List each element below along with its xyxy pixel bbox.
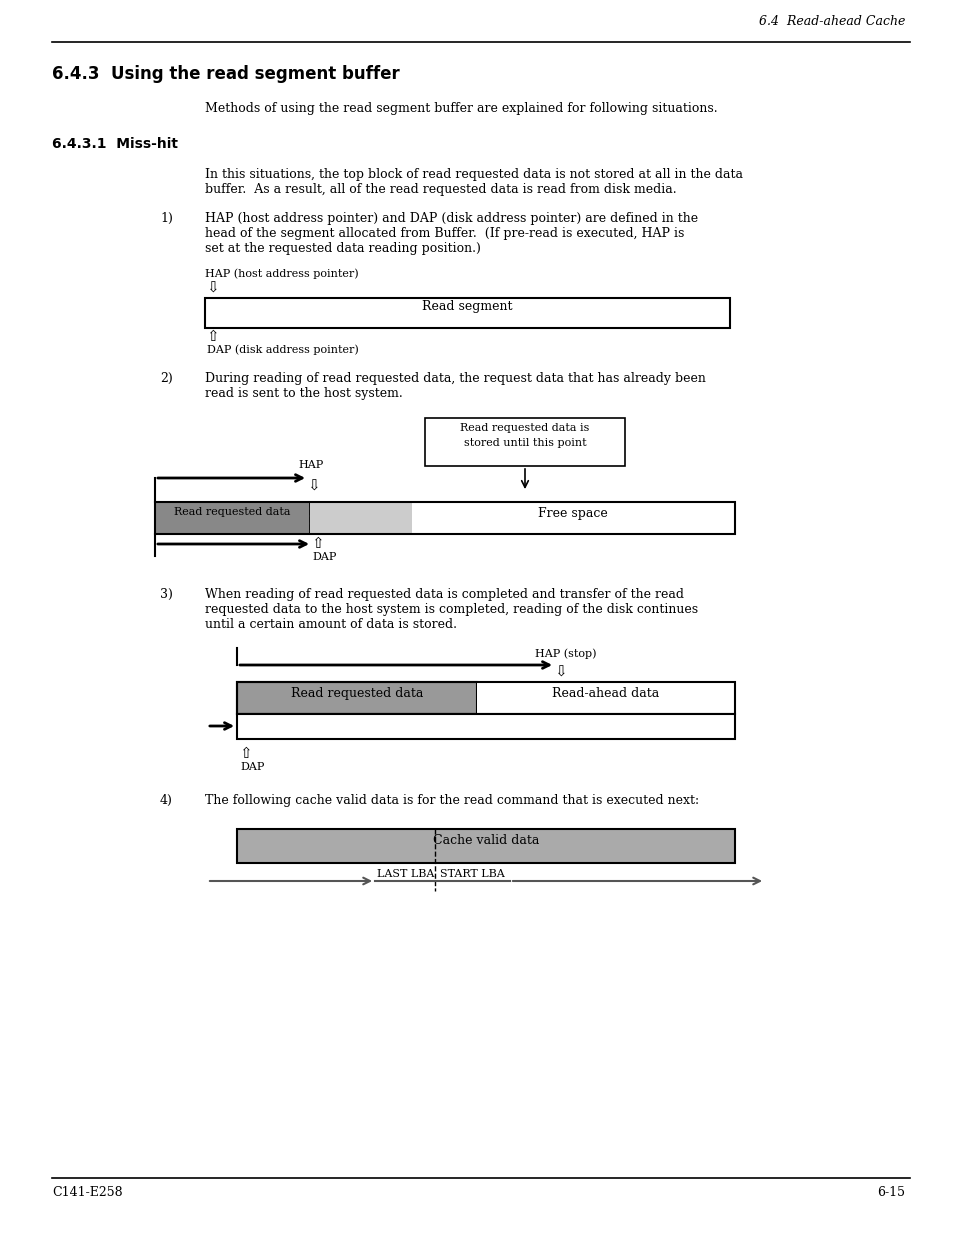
Text: ⇧: ⇧ [240, 747, 253, 761]
Bar [476, 682, 734, 714]
Text: 1): 1) [160, 212, 172, 225]
Text: 2): 2) [160, 372, 172, 385]
Bar [154, 501, 310, 534]
Text: HAP: HAP [297, 459, 323, 471]
Text: 6.4  Read-ahead Cache: 6.4 Read-ahead Cache [758, 15, 904, 28]
Text: DAP (disk address pointer): DAP (disk address pointer) [207, 345, 358, 354]
Bar [236, 714, 734, 739]
Bar [412, 501, 734, 534]
Text: ⇧: ⇧ [312, 537, 324, 551]
Text: stored until this point: stored until this point [463, 438, 586, 448]
Text: In this situations, the top block of read requested data is not stored at all in: In this situations, the top block of rea… [205, 168, 742, 182]
Bar [236, 829, 734, 863]
Bar [236, 682, 476, 714]
Text: DAP: DAP [240, 762, 264, 772]
Text: 3): 3) [160, 588, 172, 601]
Bar [205, 298, 729, 329]
Text: Cache valid data: Cache valid data [433, 834, 538, 847]
Bar [154, 501, 734, 534]
Text: Read requested data: Read requested data [291, 687, 423, 700]
Text: ⇧: ⇧ [207, 330, 219, 345]
Text: HAP (host address pointer): HAP (host address pointer) [205, 268, 358, 279]
Bar [310, 501, 412, 534]
Text: C141-E258: C141-E258 [52, 1186, 123, 1199]
Text: HAP (stop): HAP (stop) [535, 648, 596, 658]
Text: When reading of read requested data is completed and transfer of the read: When reading of read requested data is c… [205, 588, 683, 601]
Text: Methods of using the read segment buffer are explained for following situations.: Methods of using the read segment buffer… [205, 103, 717, 115]
Bar [424, 417, 624, 466]
Text: 6.4.3  Using the read segment buffer: 6.4.3 Using the read segment buffer [52, 65, 399, 83]
Text: until a certain amount of data is stored.: until a certain amount of data is stored… [205, 618, 456, 631]
Text: DAP: DAP [312, 552, 336, 562]
Text: ⇩: ⇩ [555, 666, 567, 680]
Text: 6.4.3.1  Miss-hit: 6.4.3.1 Miss-hit [52, 137, 178, 151]
Text: ⇩: ⇩ [308, 480, 320, 494]
Text: requested data to the host system is completed, reading of the disk continues: requested data to the host system is com… [205, 603, 698, 616]
Text: head of the segment allocated from Buffer.  (If pre-read is executed, HAP is: head of the segment allocated from Buffe… [205, 227, 683, 240]
Text: 6-15: 6-15 [876, 1186, 904, 1199]
Bar [236, 682, 734, 714]
Text: LAST LBA: LAST LBA [376, 869, 434, 879]
Text: set at the requested data reading position.): set at the requested data reading positi… [205, 242, 480, 254]
Text: HAP (host address pointer) and DAP (disk address pointer) are defined in the: HAP (host address pointer) and DAP (disk… [205, 212, 698, 225]
Text: read is sent to the host system.: read is sent to the host system. [205, 387, 402, 400]
Text: During reading of read requested data, the request data that has already been: During reading of read requested data, t… [205, 372, 705, 385]
Text: Read requested data is: Read requested data is [460, 424, 589, 433]
Text: 4): 4) [160, 794, 172, 806]
Text: ⇩: ⇩ [207, 282, 219, 296]
Text: Read requested data: Read requested data [173, 508, 290, 517]
Text: buffer.  As a result, all of the read requested data is read from disk media.: buffer. As a result, all of the read req… [205, 183, 676, 196]
Text: Read-ahead data: Read-ahead data [552, 687, 659, 700]
Text: START LBA: START LBA [439, 869, 504, 879]
Text: Read segment: Read segment [421, 300, 512, 312]
Text: The following cache valid data is for the read command that is executed next:: The following cache valid data is for th… [205, 794, 699, 806]
Text: Free space: Free space [537, 508, 607, 520]
